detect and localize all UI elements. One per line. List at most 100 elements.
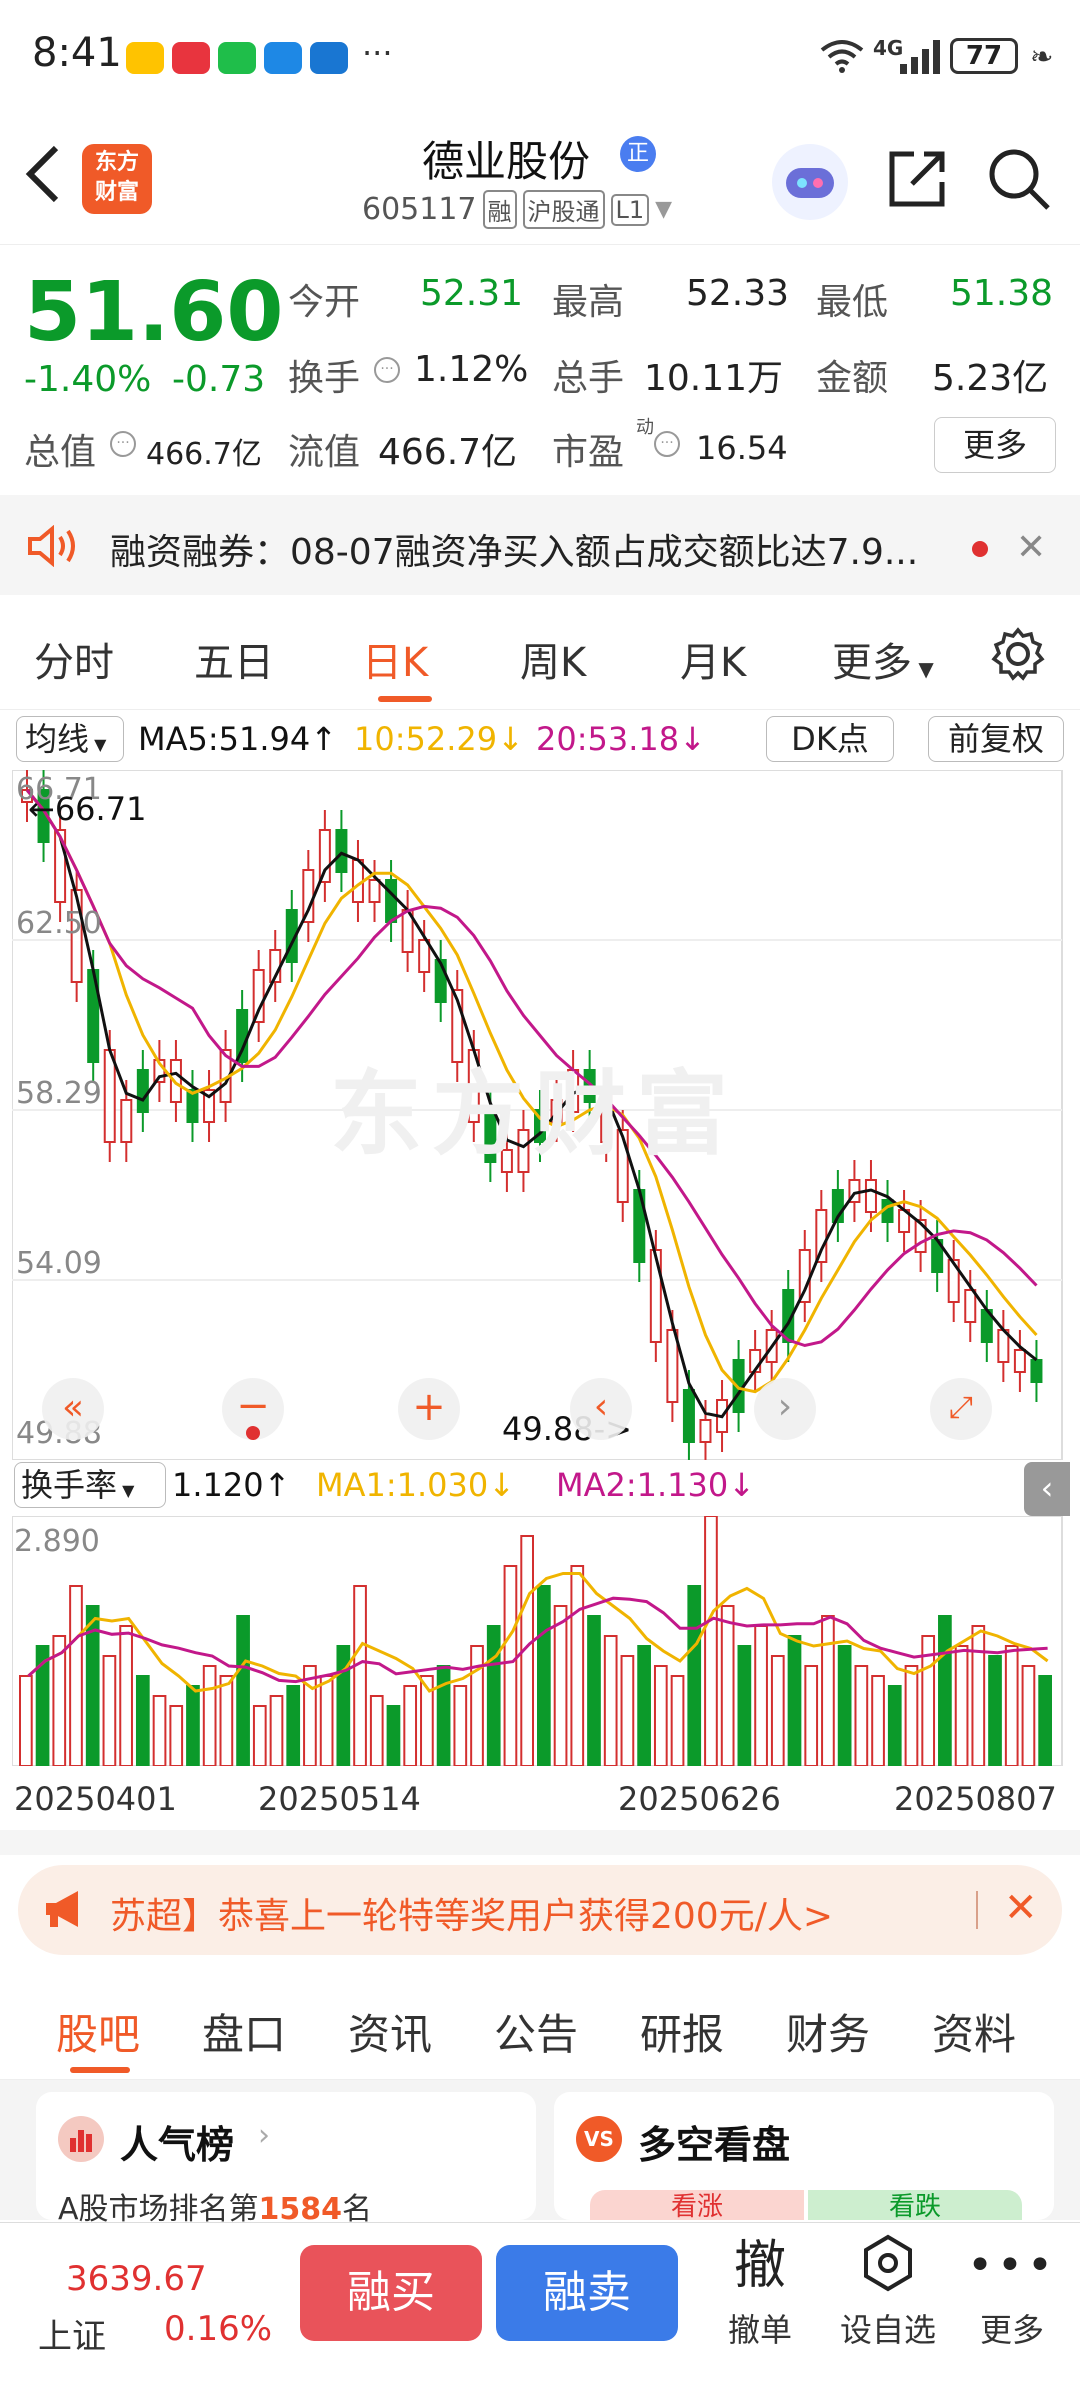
search-icon[interactable] xyxy=(986,146,1052,216)
tab-intraday[interactable]: 分时 xyxy=(34,640,114,686)
huawei-icon xyxy=(172,42,210,74)
dk-point-button[interactable]: DK点 xyxy=(766,716,894,762)
hexagon-icon xyxy=(828,2233,948,2299)
expand-icon[interactable]: ⤢ xyxy=(930,1378,992,1440)
turnover-bar xyxy=(386,1705,401,1766)
info-icon[interactable]: ··· xyxy=(374,357,400,383)
tab-order-book[interactable]: 盘口 xyxy=(202,2010,287,2059)
notice-text: 融资融券：08-07融资净买入额占成交额比达7.9... xyxy=(110,532,919,573)
chevron-down-icon: ▼ xyxy=(912,657,934,681)
tab-daily-k[interactable]: 日K xyxy=(362,640,429,686)
bearish-button[interactable]: 看跌 xyxy=(808,2190,1022,2220)
margin-sell-button[interactable]: 融卖 xyxy=(496,2245,678,2341)
turnover-ma1: MA1:1.030↓ xyxy=(316,1466,516,1504)
tab-news[interactable]: 资讯 xyxy=(348,2010,433,2059)
turnover-bar xyxy=(102,1655,117,1766)
chevron-down-icon: ▼ xyxy=(655,197,673,222)
signal-icon xyxy=(900,40,942,78)
robot-assistant-icon[interactable] xyxy=(772,144,848,220)
watch-label: 设自选 xyxy=(839,2311,936,2349)
promo-text: 苏超】恭喜上一轮特等奖用户获得200元/人> xyxy=(110,1896,834,1937)
zoom-out-icon[interactable]: − xyxy=(222,1378,284,1440)
candle-body xyxy=(484,1109,497,1163)
tab-more[interactable]: 更多 ▼ xyxy=(832,640,934,686)
pe-label: 市盈 xyxy=(552,432,625,473)
candle-body xyxy=(864,1179,877,1213)
low-value: 51.38 xyxy=(950,273,1054,314)
tab-monthly-k[interactable]: 月K xyxy=(680,640,747,686)
cloud-icon xyxy=(264,42,302,74)
add-watchlist-button[interactable]: 设自选 xyxy=(828,2233,948,2383)
turnover-bar xyxy=(921,1635,936,1766)
candle-body xyxy=(666,1329,679,1403)
forward-adjust-button[interactable]: 前复权 xyxy=(928,716,1064,762)
turnover-bar-chart[interactable] xyxy=(12,1516,1068,1766)
tab-research[interactable]: 研报 xyxy=(640,2010,725,2059)
tab-announcements[interactable]: 公告 xyxy=(494,2010,579,2059)
volume-value: 10.11万 xyxy=(644,358,784,399)
more-label: 更多 xyxy=(979,2311,1044,2349)
candle-body xyxy=(70,889,83,983)
tab-financials[interactable]: 财务 xyxy=(786,2010,871,2059)
change-amount: -0.73 xyxy=(172,359,266,400)
turnover-bar xyxy=(252,1705,267,1766)
cancel-order-button[interactable]: 撤 撤单 xyxy=(710,2233,810,2383)
mktcap-value: 466.7亿 xyxy=(146,437,262,472)
info-icon[interactable]: ··· xyxy=(110,431,136,457)
tab-profile[interactable]: 资料 xyxy=(932,2010,1017,2059)
candle-body xyxy=(418,939,431,973)
turnover-bar xyxy=(954,1645,969,1766)
candle-body xyxy=(54,829,67,903)
turnover-bar xyxy=(904,1665,919,1766)
collapse-panel-icon[interactable]: ‹ xyxy=(1024,1462,1070,1516)
info-icon[interactable]: ··· xyxy=(654,431,680,457)
promo-banner[interactable]: 苏超】恭喜上一轮特等奖用户获得200元/人> ✕ xyxy=(18,1865,1062,1955)
gear-icon[interactable] xyxy=(990,626,1046,686)
margin-buy-button[interactable]: 融买 xyxy=(300,2245,482,2341)
active-subtab-indicator xyxy=(70,2067,130,2073)
turnover-bar xyxy=(470,1645,484,1766)
next-icon[interactable]: › xyxy=(754,1378,816,1440)
turnover-bar xyxy=(303,1665,317,1766)
popularity-card[interactable]: 人气榜 › A股市场排名第1584名 xyxy=(36,2092,536,2227)
turnover-bar xyxy=(420,1675,434,1766)
notice-bar[interactable]: 融资融券：08-07融资净买入额占成交额比达7.9... ✕ xyxy=(0,495,1080,595)
more-quote-button[interactable]: 更多 xyxy=(934,417,1056,473)
turnover-bar xyxy=(403,1685,418,1766)
more-menu-button[interactable]: ••• 更多 xyxy=(962,2233,1062,2383)
turnover-bar xyxy=(720,1605,735,1766)
turnover-bar xyxy=(603,1635,618,1766)
tab-five-day[interactable]: 五日 xyxy=(194,640,274,686)
wifi-icon xyxy=(820,38,864,82)
ma-selector[interactable]: 均线 ▼ xyxy=(16,716,124,762)
candle-body xyxy=(252,969,265,1023)
stock-name: 德业股份 xyxy=(422,137,591,186)
back-icon[interactable] xyxy=(20,142,64,210)
candlestick-chart[interactable] xyxy=(12,770,1068,1460)
float-label: 流值 xyxy=(288,432,361,473)
bull-bear-card[interactable]: VS 多空看盘 看涨 看跌 xyxy=(554,2092,1054,2220)
close-icon[interactable]: ✕ xyxy=(1016,527,1047,568)
stock-code-row[interactable]: 605117 融 沪股通 L1 ▼ xyxy=(362,190,672,229)
turnover-bar xyxy=(19,1675,33,1766)
zoom-in-icon[interactable]: + xyxy=(398,1378,460,1440)
index-ticker[interactable]: 3639.67 上证 0.16% xyxy=(0,2223,272,2400)
turnover-bar xyxy=(436,1665,451,1766)
rewind-icon[interactable]: « xyxy=(42,1378,104,1440)
status-bar: 8:41 ··· 4G 77 ❧ xyxy=(0,0,1080,110)
close-icon[interactable]: ✕ xyxy=(1004,1885,1038,1931)
tab-forum[interactable]: 股吧 xyxy=(56,2010,141,2059)
turnover-bar xyxy=(35,1645,50,1766)
feishu-icon xyxy=(310,42,348,74)
turnover-bar xyxy=(570,1565,585,1766)
turnover-selector[interactable]: 换手率 ▼ xyxy=(14,1462,166,1508)
turnover-bar xyxy=(219,1675,234,1766)
bullish-button[interactable]: 看涨 xyxy=(590,2190,804,2220)
turnover-bar xyxy=(319,1675,334,1766)
status-more: ··· xyxy=(362,34,393,72)
tab-weekly-k[interactable]: 周K xyxy=(520,640,587,686)
eastmoney-logo[interactable]: 东方 财富 xyxy=(82,144,152,214)
share-icon[interactable] xyxy=(884,146,950,216)
chart-bars-icon xyxy=(58,2116,104,2162)
prev-icon[interactable]: ‹ xyxy=(570,1378,632,1440)
